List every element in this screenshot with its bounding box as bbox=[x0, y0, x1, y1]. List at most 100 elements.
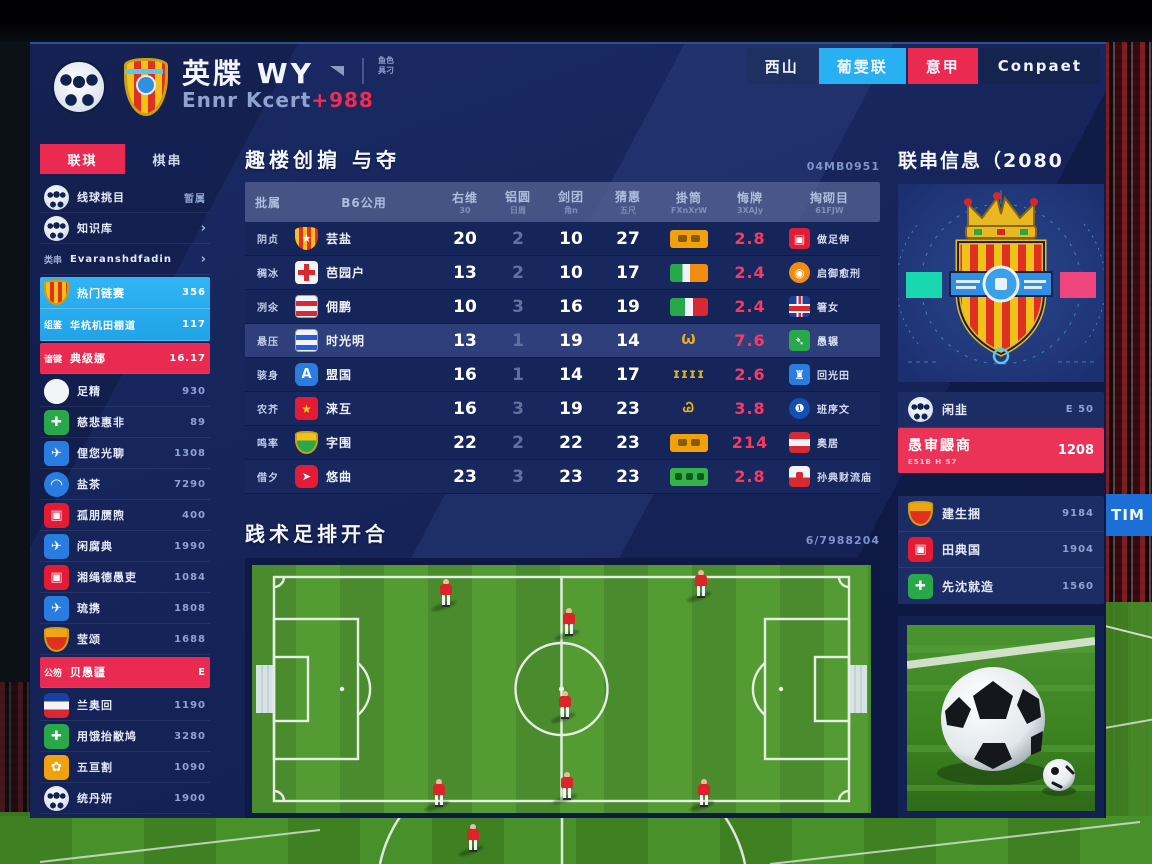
sidebar-tab-other[interactable]: 棋串 bbox=[125, 144, 210, 174]
player-badge-icon bbox=[44, 754, 69, 780]
sidebar-highlight-group: 热门链赛 356 组鉴 华杭机田棚道 117 bbox=[40, 277, 210, 341]
soccer-ball-icon bbox=[908, 397, 933, 422]
country-flag-icon bbox=[789, 330, 810, 351]
gold-mark-badge: Ѡ bbox=[681, 333, 697, 348]
player-figure bbox=[558, 691, 572, 721]
form-badge bbox=[670, 297, 708, 316]
sidebar-item-alert[interactable]: 公笏 贝愚疆 E bbox=[40, 657, 210, 688]
player-figure bbox=[694, 570, 708, 600]
table-row[interactable]: 冽氽 佣鹏 10 3 16 19 2.4 箸女 bbox=[245, 290, 880, 324]
sidebar-item[interactable]: 慈悲惠非 89 bbox=[40, 407, 210, 438]
soccer-ball-logo-icon bbox=[52, 60, 106, 114]
soccer-ball-icon bbox=[44, 215, 69, 241]
pennant-icon bbox=[330, 66, 344, 76]
country-flag-icon bbox=[789, 398, 810, 419]
table-row[interactable]: 借夕 悠曲 23 3 23 23 2.8 孙典财流庙 bbox=[245, 460, 880, 494]
info-item[interactable]: 田典国 1904 bbox=[898, 532, 1104, 568]
sidebar-item[interactable]: 统丹妍 1900 bbox=[40, 783, 210, 814]
sidebar-item-active[interactable]: 热门链赛 356 bbox=[40, 277, 210, 309]
table-row[interactable]: 稠冰 芭园户 13 2 10 17 2.4 启御愈刑 bbox=[245, 256, 880, 290]
team-crest-icon bbox=[295, 227, 318, 250]
sidebar-item[interactable]: 线球挑目 暂属 bbox=[40, 182, 210, 213]
form-badge bbox=[670, 229, 708, 248]
team-crest-icon bbox=[295, 363, 318, 386]
standings-title: 趣楼创掮 与夺 bbox=[245, 148, 400, 172]
info-item[interactable]: 闲韭 E 50 bbox=[898, 392, 1104, 428]
sidebar-item[interactable]: 足精 930 bbox=[40, 376, 210, 407]
soccer-ball-icon bbox=[44, 184, 69, 210]
sidebar-item[interactable]: 兰奥回 1190 bbox=[40, 690, 210, 721]
sidebar-item[interactable]: 湘绳德愚吏 1084 bbox=[40, 562, 210, 593]
app-header: 英牒 WY Ennr Kcert+988 鱼色 具刁 西山 葡雯联 意甲 Con… bbox=[30, 44, 1106, 128]
info-item-highlight[interactable]: 愚审鼹商 E51B H 57 1208 bbox=[898, 428, 1104, 473]
app-window: 英牒 WY Ennr Kcert+988 鱼色 具刁 西山 葡雯联 意甲 Con… bbox=[30, 42, 1106, 818]
sidebar-item[interactable]: 类串 Evaranshdfadin › bbox=[40, 244, 210, 275]
stadium-field-backdrop bbox=[0, 816, 1152, 864]
league-info-title: 联串信息（2080 bbox=[898, 150, 1064, 172]
team-crest-icon bbox=[295, 261, 318, 284]
sidebar-item[interactable]: 盐茶 7290 bbox=[40, 469, 210, 500]
nav-button-1[interactable]: 西山 bbox=[746, 48, 817, 84]
plane-icon bbox=[44, 440, 69, 466]
green-cross-icon bbox=[44, 409, 69, 435]
standings-table: 批属 B6公用 右维 30 铝圆 日周 剑团 角n 猜惠 五尺 掛筒 FXnXrW 悔牌 3… bbox=[245, 182, 880, 494]
soccer-ball-icon bbox=[44, 785, 69, 811]
chevron-right-icon: › bbox=[200, 251, 206, 267]
sidebar-item-active[interactable]: 组鉴 华杭机田棚道 117 bbox=[40, 309, 210, 341]
player-figure bbox=[560, 772, 574, 802]
league-crest-graphic bbox=[898, 184, 1104, 382]
app-subtitle: Ennr Kcert+988 bbox=[182, 88, 374, 112]
soccer-ball-photo bbox=[898, 616, 1104, 818]
table-row[interactable]: 农芥 涞互 16 3 19 23 Ꮚ 3.8 班序文 bbox=[245, 392, 880, 426]
country-flag-icon bbox=[789, 228, 810, 249]
chevron-right-icon: › bbox=[200, 220, 206, 236]
table-header-row: 批属 B6公用 右维 30 铝圆 日周 剑团 角n 猜惠 五尺 掛筒 FXnXrW 悔牌 3… bbox=[245, 182, 880, 222]
app-subtitle-accent: +988 bbox=[311, 88, 374, 112]
sidebar-item[interactable]: 闲腐典 1990 bbox=[40, 531, 210, 562]
stadium-right-backdrop: TIM bbox=[1104, 42, 1152, 864]
info-item[interactable]: 建生捆 9184 bbox=[898, 496, 1104, 532]
top-nav: 西山 葡雯联 意甲 Conpaet bbox=[746, 48, 1100, 84]
table-row-highlighted[interactable]: 悬压 时光明 13 1 19 14 Ѡ 7.6 愚辗 bbox=[245, 324, 880, 358]
team-crest-icon bbox=[295, 465, 318, 488]
sidebar-item[interactable]: 莹颂 1688 bbox=[40, 624, 210, 655]
header-mini-line2: 具刁 bbox=[378, 66, 394, 75]
sidebar-item-alert[interactable]: 谙键 典级娜 16.17 bbox=[40, 343, 210, 374]
header-divider bbox=[362, 58, 364, 84]
info-group-top: 闲韭 E 50 愚审鼹商 E51B H 57 1208 bbox=[898, 392, 1104, 473]
player-figure bbox=[439, 579, 453, 609]
nav-button-3[interactable]: 意甲 bbox=[907, 48, 978, 84]
sidebar-item[interactable]: 用饿抬敝鸠 3280 bbox=[40, 721, 210, 752]
club-crest-icon bbox=[908, 501, 933, 526]
league-sidebar: 联琪 棋串 线球挑目 暂属 知识库 › 类串 Evaranshdfadin › bbox=[40, 144, 210, 814]
swap-arrows-icon bbox=[44, 564, 69, 590]
player-figure bbox=[697, 779, 711, 809]
header-mini-line1: 鱼色 bbox=[378, 56, 394, 65]
sidebar-tab-leagues[interactable]: 联琪 bbox=[40, 144, 125, 174]
soccer-ball-photo-graphic bbox=[907, 625, 1095, 811]
tree-icon bbox=[44, 533, 69, 559]
gold-mark-badge: Ꮚ bbox=[683, 401, 695, 416]
sidebar-tabs: 联琪 棋串 bbox=[40, 144, 210, 174]
sidebar-item[interactable]: 五亘割 1090 bbox=[40, 752, 210, 783]
nav-button-4[interactable]: Conpaet bbox=[979, 48, 1100, 84]
tactics-pitch bbox=[245, 558, 878, 818]
info-item[interactable]: 先沈就造 1560 bbox=[898, 568, 1104, 604]
header-mini-text: 鱼色 具刁 bbox=[378, 56, 394, 76]
club-crest-icon bbox=[124, 58, 168, 116]
sidebar-item[interactable]: 孤朋赝煦 400 bbox=[40, 500, 210, 531]
table-row[interactable]: 阴贞 芸盐 20 2 10 27 2.8 做足伸 bbox=[245, 222, 880, 256]
nav-button-2[interactable]: 葡雯联 bbox=[818, 48, 906, 84]
form-badge bbox=[670, 263, 708, 282]
sidebar-item[interactable]: 俚您光聊 1308 bbox=[40, 438, 210, 469]
table-row[interactable]: 鸣率 字围 22 2 22 23 214 奥居 bbox=[245, 426, 880, 460]
stadium-roof-backdrop bbox=[0, 0, 1152, 42]
team-crest-icon bbox=[295, 295, 318, 318]
sidebar-item[interactable]: 知识库 › bbox=[40, 213, 210, 244]
country-flag-icon bbox=[789, 262, 810, 283]
form-badge bbox=[670, 433, 708, 452]
table-row[interactable]: 骇身 盟国 16 1 14 17 ɪɪɪɪ 2.6 回光田 bbox=[245, 358, 880, 392]
team-crest-icon bbox=[295, 329, 318, 352]
sidebar-item[interactable]: 琉携 1808 bbox=[40, 593, 210, 624]
red-badge-icon bbox=[908, 537, 933, 562]
